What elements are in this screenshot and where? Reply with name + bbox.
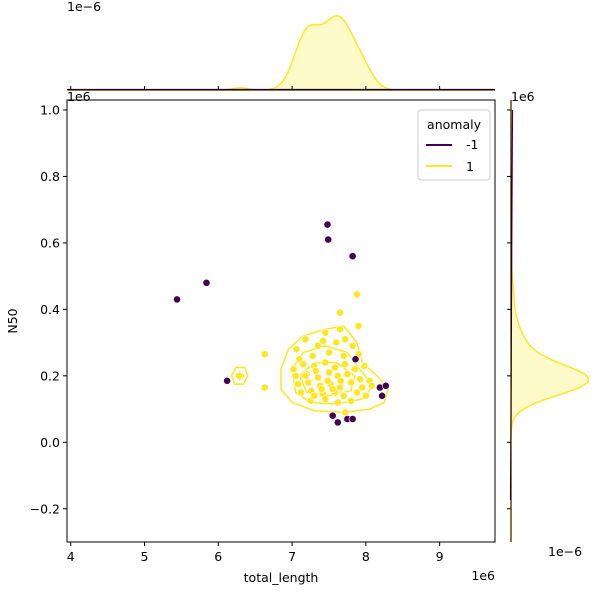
scatter-point [353,290,361,299]
top-marginal-offset-label: 1e−6 [67,0,101,14]
y-tick-label: −0.2 [30,501,60,516]
scatter-point [292,345,301,354]
right-marginal-y-offset-label: 1e6 [511,89,535,104]
scatter-point [341,408,350,417]
y-tick-label: 0.4 [40,302,60,317]
scatter-point [260,383,269,392]
scatter-point [341,360,350,369]
y-axis-label: N50 [5,308,20,333]
x-axis-ticks: 4 5 6 7 8 9 [67,86,444,564]
scatter-point [356,375,364,384]
density-contour-outer [280,325,389,414]
scatter-point [325,348,333,357]
y-axis-offset-label: 1e6 [67,89,91,104]
scatter-point [299,360,307,369]
scatter-point [304,378,313,387]
legend-title: anomaly [427,117,482,132]
scatter-point [319,336,327,345]
scatter-point [336,376,345,385]
scatter-point [328,411,337,420]
scatter-point [323,376,332,385]
y-tick-label: 0.8 [40,169,60,184]
scatter-point [347,378,355,387]
scatter-point [223,376,231,385]
scatter-point [301,371,310,380]
scatter-points [173,220,390,427]
legend-label-normal: 1 [466,159,474,174]
scatter-point [350,365,359,374]
scatter-point [202,278,211,287]
x-axis-label: total_length [244,570,319,585]
right-marginal-offset-label: 1e−6 [548,544,582,559]
scatter-point [321,395,330,403]
scatter-point [308,351,317,360]
scatter-point [332,338,341,347]
density-contour-satellite [230,366,249,385]
scatter-point [313,373,322,382]
legend-box [417,109,491,181]
scatter-point [354,322,363,330]
y-tick-label: 0.0 [40,435,60,450]
x-tick-label: 4 [67,549,75,564]
scatter-point [317,385,326,393]
x-tick-label: 6 [214,549,222,564]
scatter-point [361,391,370,400]
x-tick-label: 8 [362,549,370,564]
scatter-point [173,295,181,304]
scatter-point [353,388,361,397]
scatter-point [301,335,310,344]
scatter-point [378,391,386,400]
scatter-point [291,371,300,380]
scatter-point [351,355,360,364]
scatter-point [333,418,342,427]
x-tick-label: 9 [436,549,444,564]
y-tick-label: 0.6 [40,235,60,250]
scatter-point [381,381,390,390]
top-marginal-kde-fill [67,15,495,91]
y-axis-ticks: −0.2 0.0 0.2 0.4 0.6 0.8 1.0 [30,102,511,516]
scatter-point [323,220,332,229]
scatter-point [325,368,333,377]
y-tick-label: 1.0 [40,102,60,117]
scatter-point [348,415,357,423]
scatter-point [234,371,243,380]
scatter-point [348,252,357,261]
scatter-point [260,350,269,359]
legend-label-anomaly: -1 [466,137,478,152]
right-marginal-kde-fill [510,100,590,542]
x-tick-label: 5 [141,549,149,564]
scatter-point [339,391,348,400]
scatter-point [336,308,344,317]
x-axis-offset-label: 1e6 [471,568,495,583]
scatter-point [333,398,342,407]
x-tick-label: 7 [288,549,296,564]
scatter-point [310,391,319,400]
scatter-point [339,351,348,360]
scatter-point [341,335,350,344]
y-tick-label: 0.2 [40,368,60,383]
right-marginal: 1e6 1e−6 [509,89,590,559]
scatter-point [360,361,369,370]
legend: anomaly -1 1 [417,109,491,181]
scatter-point [343,370,352,379]
scatter-point [296,388,305,397]
scatter-point [294,380,302,388]
scatter-point [348,341,357,350]
scatter-point [313,341,322,350]
scatter-point [321,328,330,337]
scatter-point [289,365,298,374]
scatter-point [321,358,330,367]
scatter-point [367,381,376,390]
scatter-point [311,366,320,375]
scatter-point [336,325,344,334]
plot-frame [66,99,496,543]
scatter-point [330,363,339,372]
scatter-point [324,235,333,244]
top-marginal: 1e−6 [67,0,495,91]
scatter-point [328,385,337,393]
scatter-point [347,396,355,405]
scatter-point [358,383,367,392]
